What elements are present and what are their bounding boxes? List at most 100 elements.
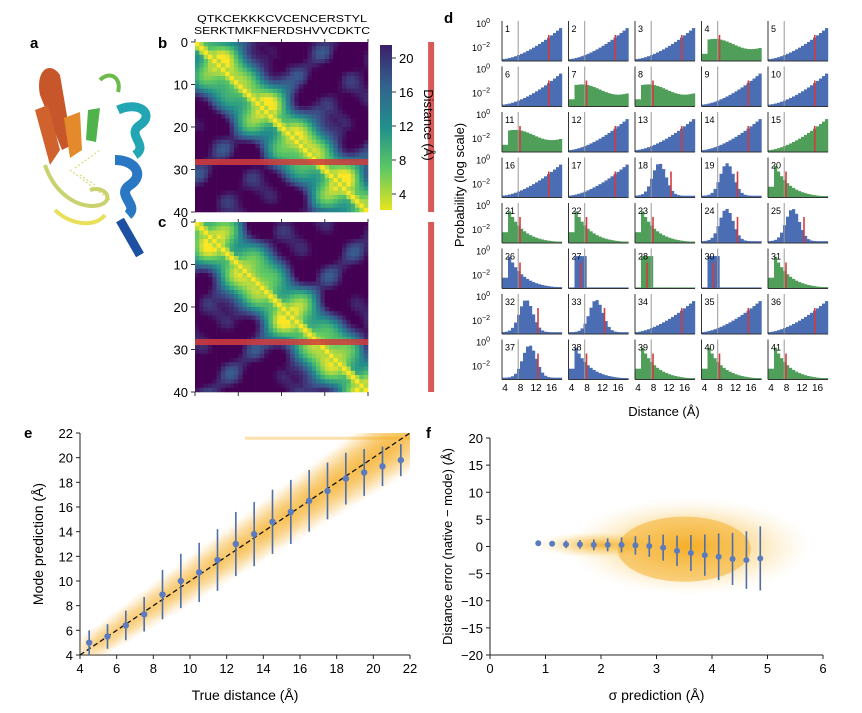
map-b-cell [242,139,248,145]
map-c-cell [307,222,313,227]
map-c-cell [337,315,343,321]
map-c-cell [346,375,352,380]
map-b-cell [281,50,287,56]
map-c-cell [285,324,291,329]
map-b-cell [207,199,213,204]
map-b-cell [246,67,252,73]
map-b-cell [303,127,308,132]
histogram-bar [644,148,648,152]
map-c-cell [277,234,282,240]
map-c-cell [363,298,369,304]
map-c-cell [207,332,213,338]
map-b-cell [220,93,226,98]
map-b-cell [346,46,352,51]
map-b-cell [320,67,326,73]
map-c-cell [281,311,287,316]
map-c-cell [285,281,291,287]
map-b-cell [255,84,261,90]
map-c-cell [324,379,330,384]
map-b-cell [320,139,326,145]
map-b-cell [285,169,291,175]
map-b-cell [355,131,360,136]
map-b-cell [195,195,200,200]
map-c-cell [246,324,252,329]
panel-f-ytick-label: −10 [461,594,483,609]
map-c-cell [290,294,295,299]
map-c-cell [251,383,256,389]
histogram-bar [768,59,772,61]
map-b-cell [337,186,343,192]
histogram-bar [689,241,693,243]
map-b-cell [333,127,339,132]
map-c-cell [324,324,330,329]
ytick-exponent: −2 [482,133,490,140]
map-b-cell [346,50,352,56]
map-b-cell [285,71,291,77]
histogram-cell-number: 1 [505,24,510,34]
map-c-cell [324,281,330,287]
map-c-cell [337,370,343,376]
map-c-cell [255,290,261,295]
histogram-bar [529,49,533,61]
map-c-cell [264,256,269,261]
map-c-cell [255,383,261,389]
map-b-cell [311,139,317,145]
map-c-cell [294,260,300,265]
histogram-bar [704,104,708,107]
histogram-cell-36: 36 [767,294,829,335]
map-c-cell [225,273,230,278]
map-b-cell [220,76,226,81]
map-b-cell [251,101,256,107]
map-c-cell [264,281,269,287]
map-c-cell [233,239,239,244]
map-c-cell [229,375,235,380]
map-b-cell [355,118,360,124]
map-c-cell [199,332,204,338]
histogram-bar [607,93,611,107]
histogram-bar [559,164,563,198]
map-c-cell [229,383,235,389]
map-b-cell [242,122,248,128]
histogram-bar [795,280,799,289]
map-c-cell [272,332,278,338]
histogram-bar [622,30,626,61]
map-c-cell [290,239,295,244]
map-c-cell [290,307,295,312]
map-b-cell [255,88,261,94]
map-c-cell [320,328,326,333]
histogram-bar [752,195,756,198]
map-b-cell [242,105,248,111]
map-b-cell [233,71,239,77]
map-b-cell [294,178,300,183]
map-c-cell [346,311,352,316]
map-c-cell [246,370,252,376]
map-c-cell [264,315,269,321]
histogram-bar [622,378,626,380]
map-b-cell [264,42,269,47]
map-b-cell [281,148,287,153]
histogram-bar [571,58,575,61]
map-c-cell [298,294,304,299]
map-b-cell [246,118,252,124]
map-b-cell [316,131,321,136]
histogram-bar [638,331,642,334]
map-c-cell [238,260,243,265]
map-c-cell [246,243,252,248]
map-b-cell [342,46,347,51]
map-c-cell [216,379,222,384]
map-b-cell [277,118,282,124]
map-c-cell [255,234,261,240]
map-c-cell [246,234,252,240]
map-c-cell [225,298,230,304]
map-c-cell [298,264,304,270]
map-c-cell [212,243,217,248]
map-c-cell [337,260,343,265]
map-b-cell [350,101,356,107]
map-b-cell [242,148,248,153]
histogram-cell-number: 27 [572,252,582,262]
map-c-cell [316,268,321,274]
map-c-cell [298,349,304,355]
map-b-cell [229,67,235,73]
histogram-bar [798,282,802,289]
map-c-cell [355,290,360,295]
